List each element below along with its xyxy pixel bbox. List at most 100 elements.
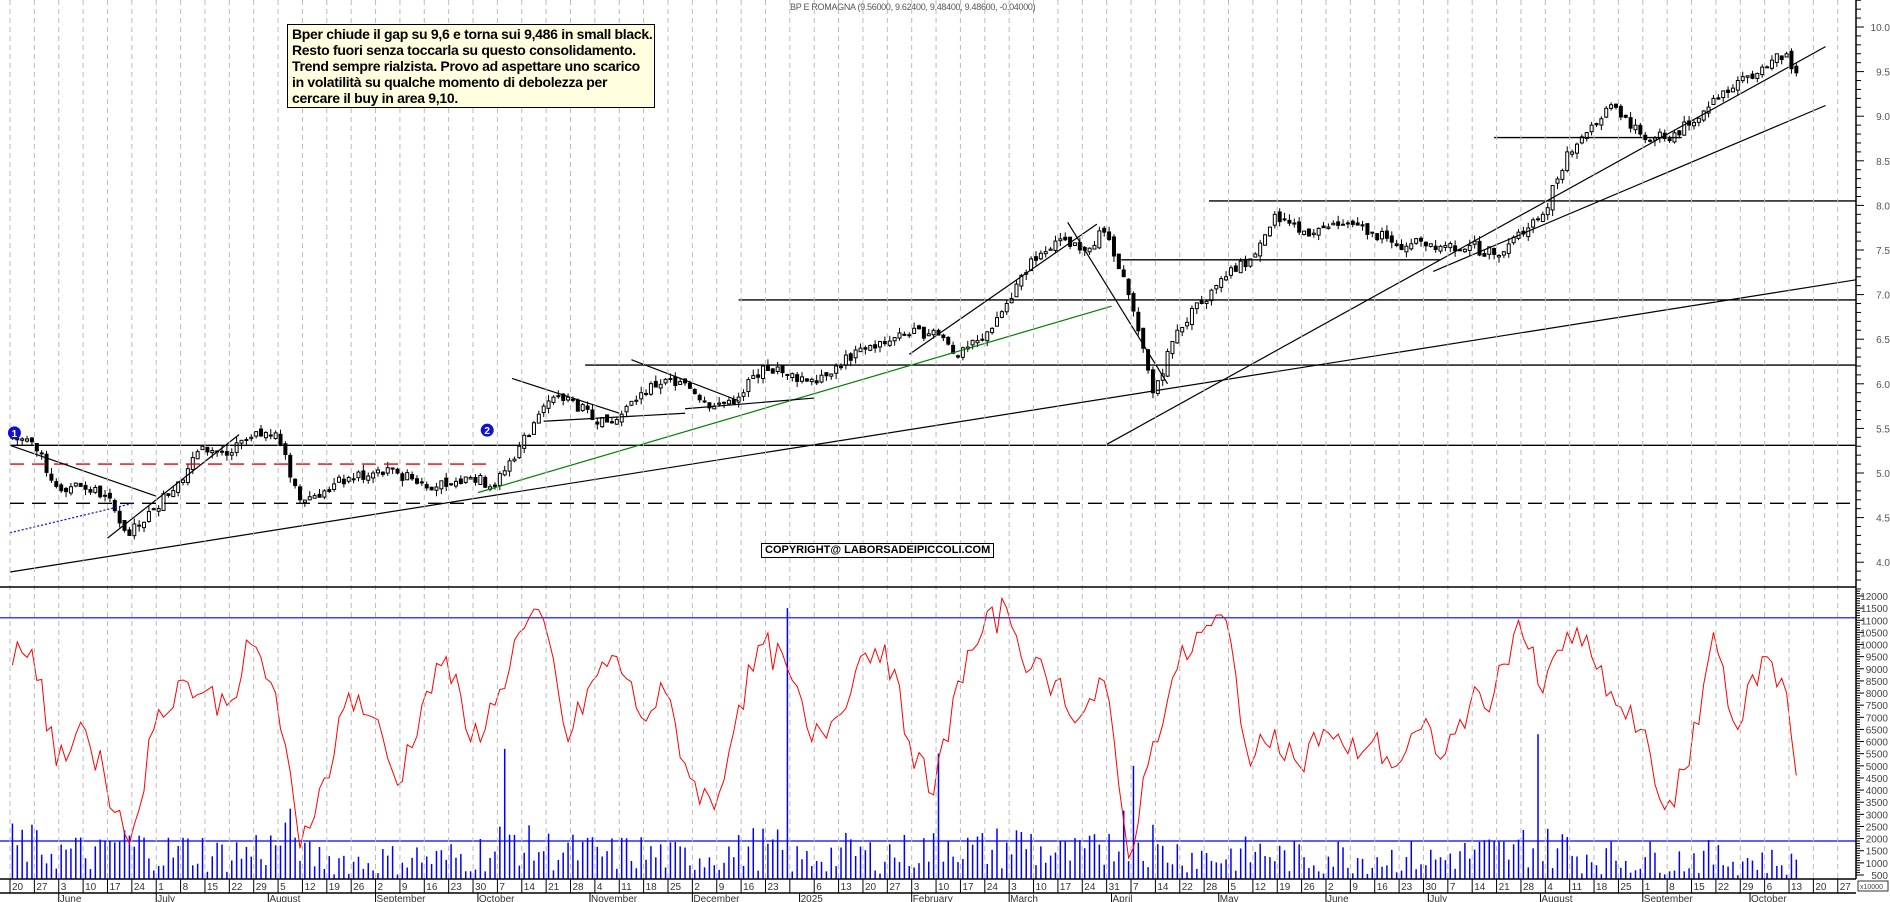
- candle-body: [1414, 238, 1419, 244]
- candle-body: [1448, 243, 1453, 249]
- candle-body: [1175, 329, 1180, 344]
- candle-body: [103, 494, 108, 497]
- day-label: 30: [1425, 882, 1437, 893]
- month-label: July: [1429, 894, 1447, 902]
- day-label: 8: [183, 882, 189, 893]
- oscillator-tick-label: 3000: [1866, 810, 1889, 821]
- candle-body: [1053, 240, 1058, 251]
- trend-line: [107, 434, 240, 539]
- candle-body: [1048, 248, 1053, 251]
- candle-body: [663, 378, 668, 384]
- candle-body: [990, 327, 995, 334]
- candle-body: [1760, 66, 1765, 76]
- candle-body: [434, 486, 439, 491]
- candle-body: [999, 311, 1004, 318]
- candle-body: [717, 402, 722, 405]
- day-label: 15: [207, 882, 219, 893]
- candle-body: [985, 331, 990, 342]
- candle-body: [1535, 218, 1540, 221]
- day-label: 23: [451, 882, 463, 893]
- candle-body: [1111, 236, 1116, 257]
- candle-body: [970, 339, 975, 346]
- oscillator-tick-label: 1000: [1866, 859, 1889, 870]
- day-label: 14: [524, 882, 536, 893]
- candle-body: [1272, 213, 1277, 226]
- candle-body: [273, 432, 278, 440]
- candle-body: [210, 450, 215, 454]
- candle-body: [590, 409, 595, 420]
- candle-body: [570, 398, 575, 401]
- trend-line: [511, 377, 620, 414]
- candle-body: [907, 334, 912, 337]
- candle-body: [1321, 225, 1326, 229]
- candle-body: [1155, 380, 1160, 394]
- candle-body: [1370, 231, 1375, 234]
- day-label: 6: [816, 882, 822, 893]
- candle-body: [1072, 242, 1077, 246]
- day-label: 22: [1718, 882, 1730, 893]
- candle-body: [1789, 50, 1794, 70]
- day-label: 14: [1474, 882, 1486, 893]
- candle-body: [1097, 230, 1102, 249]
- candle-body: [824, 372, 829, 377]
- day-label: 24: [1084, 882, 1096, 893]
- candle-body: [536, 413, 541, 424]
- candle-body: [843, 354, 848, 366]
- candle-body: [858, 347, 863, 353]
- candle-body: [1263, 234, 1268, 246]
- day-label: 4: [597, 882, 603, 893]
- day-label: 27: [36, 882, 48, 893]
- candle-body: [1711, 97, 1716, 106]
- candle-body: [78, 482, 83, 487]
- month-label: August: [269, 894, 300, 902]
- candle-body: [137, 524, 142, 527]
- oscillator-tick-label: 5500: [1866, 750, 1889, 761]
- candle-body: [161, 493, 166, 511]
- candle-body: [687, 382, 692, 389]
- marker-label: 2: [484, 426, 490, 437]
- day-label: 2: [1328, 882, 1334, 893]
- candle-body: [458, 478, 463, 485]
- candle-body: [741, 392, 746, 397]
- oscillator-line: [11, 596, 1797, 860]
- day-label: 10: [1036, 882, 1048, 893]
- day-label: 3: [1011, 882, 1017, 893]
- candle-body: [483, 476, 488, 488]
- candle-body: [1477, 240, 1482, 256]
- candle-body: [1565, 151, 1570, 172]
- candle-body: [1618, 105, 1623, 118]
- candle-body: [1341, 223, 1346, 226]
- candle-body: [405, 472, 410, 481]
- day-label: 28: [1523, 882, 1535, 893]
- candle-body: [1224, 276, 1229, 281]
- candle-body: [946, 336, 951, 345]
- candle-body: [151, 508, 156, 511]
- candle-body: [1189, 307, 1194, 326]
- candle-body: [917, 325, 922, 330]
- candle-body: [1399, 243, 1404, 251]
- day-label: 22: [1182, 882, 1194, 893]
- candle-body: [1282, 218, 1287, 221]
- candle-body: [293, 478, 298, 487]
- chart-title: BP E ROMAGNA (9.56000, 9.62400, 9.48400,…: [790, 2, 1036, 12]
- day-label: 7: [499, 882, 505, 893]
- day-label: 31: [1109, 882, 1121, 893]
- price-tick-label: 5.5: [1876, 424, 1890, 435]
- marker-label: 1: [12, 429, 18, 440]
- candle-body: [1462, 248, 1467, 253]
- candle-body: [263, 431, 268, 439]
- candle-body: [220, 450, 225, 453]
- candle-body: [239, 439, 244, 444]
- candle-body: [346, 476, 351, 482]
- day-label: 25: [670, 882, 682, 893]
- oscillator-tick-label: 10500: [1860, 628, 1888, 639]
- candle-body: [605, 414, 610, 423]
- candle-body: [49, 473, 54, 481]
- day-label: 29: [256, 882, 268, 893]
- candle-body: [1014, 283, 1019, 298]
- candle-body: [878, 341, 883, 348]
- candle-body: [1487, 246, 1492, 255]
- candle-body: [34, 443, 39, 452]
- oscillator-tick-label: 6000: [1866, 738, 1889, 749]
- candle-body: [1384, 230, 1389, 239]
